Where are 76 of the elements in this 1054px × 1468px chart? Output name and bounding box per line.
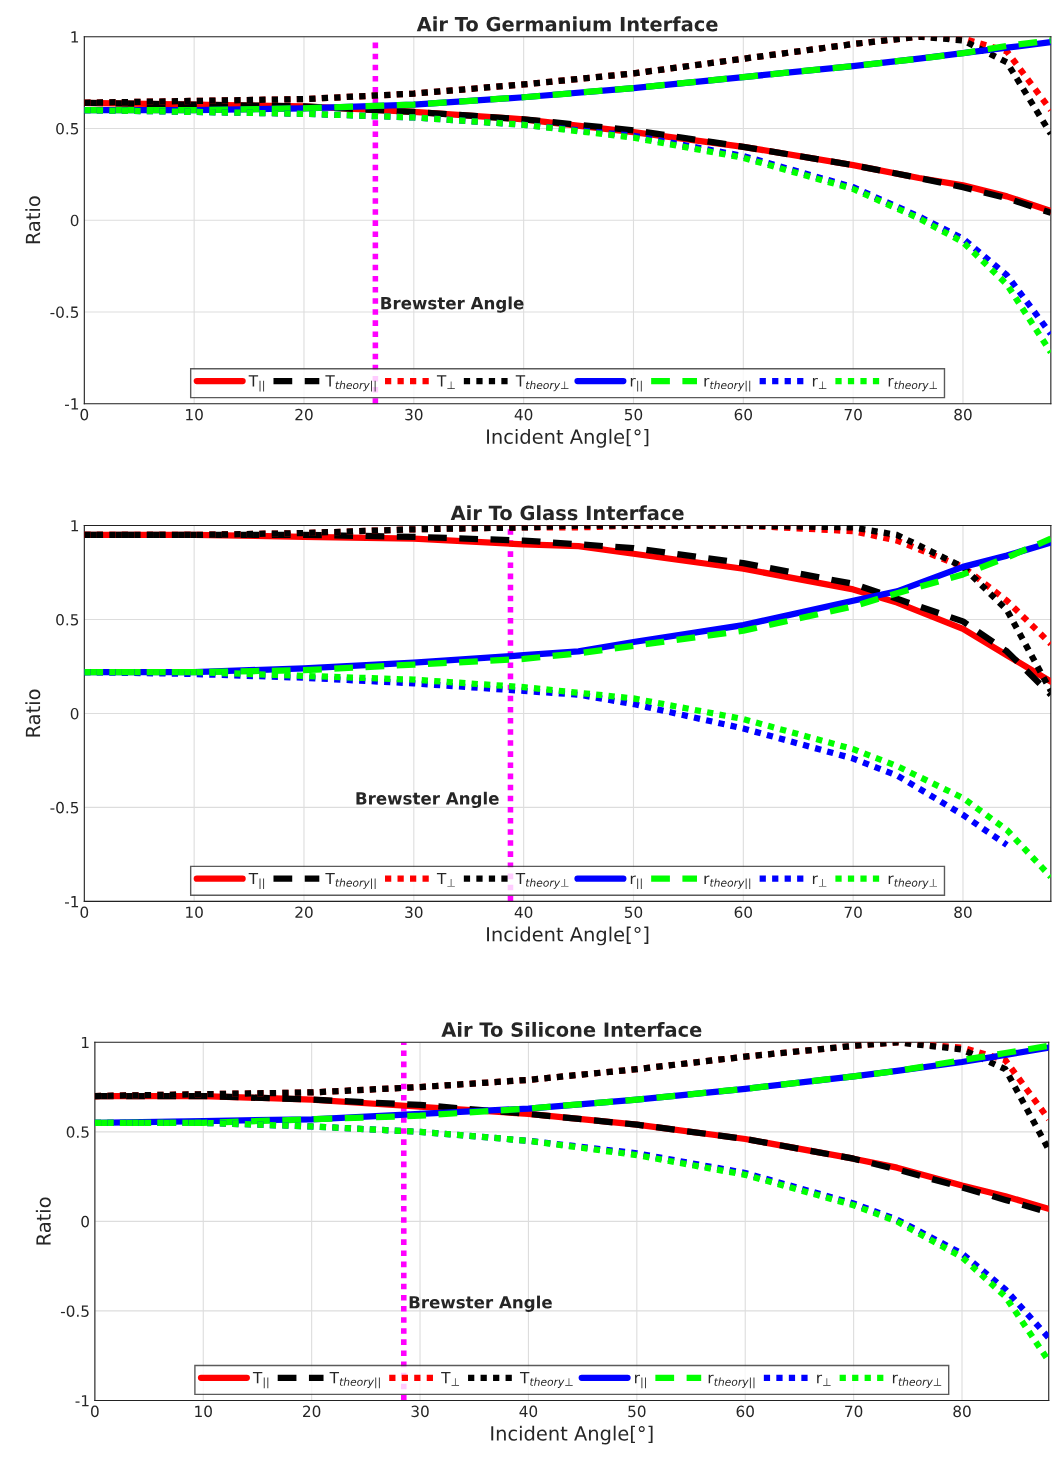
legend-label: T$_{theory⊥}$ [519,1372,573,1388]
ref-line-label: Brewster Angle [356,791,499,809]
y-axis-title: Ratio [35,1197,51,1245]
legend-label: T$_{theory⊥}$ [515,375,569,392]
x-tick-label: 30 [411,1405,429,1418]
y-tick-label: -0.5 [50,801,79,814]
y-tick-label: -1 [64,398,79,410]
legend-label: r$_{theory||}$ [704,875,751,890]
y-tick-label: 0 [70,707,79,720]
legend-label: r$_{theory⊥}$ [888,875,937,889]
ref-line-label: Brewster Angle [409,1295,552,1312]
x-tick-label: 10 [195,1405,212,1418]
y-tick-label: 0 [81,1215,89,1228]
x-tick-label: 60 [734,408,753,421]
x-tick-label: 40 [514,408,533,421]
x-tick-label: 30 [405,408,423,421]
legend-label: T$_{⊥}$ [441,1372,460,1386]
legend-label: r$_{⊥}$ [817,1374,831,1386]
chart-title: Air To Silicone Interface [441,1021,702,1037]
legend-label: T$_{theory||}$ [325,872,376,890]
legend-label: T$_{⊥}$ [436,375,455,389]
x-tick-label: 20 [295,906,313,919]
x-axis-title: Incident Angle[°] [491,1425,653,1445]
x-axis-title: Incident Angle[°] [487,428,649,448]
x-tick-label: 20 [295,408,313,421]
x-tick-label: 80 [953,1405,971,1418]
legend-label: r$_{theory||}$ [704,377,751,392]
x-tick-label: 40 [519,1405,538,1418]
y-tick-label: -0.5 [60,1305,89,1317]
legend-label: r$_{⊥}$ [812,875,827,887]
legend-label: T$_{||}$ [252,1372,269,1389]
x-tick-label: 70 [844,906,862,919]
legend-label: r$_{||}$ [635,1374,646,1389]
x-tick-label: 60 [736,1405,754,1418]
legend-label: r$_{theory||}$ [708,1374,755,1389]
x-tick-label: 10 [186,906,203,919]
x-axis-title: Incident Angle[°] [487,926,649,946]
legend-label: r$_{theory⊥}$ [892,1374,942,1388]
legend-label: T$_{⊥}$ [436,872,455,887]
chart-title: Air To Germanium Interface [416,16,718,32]
y-tick-label: 1 [81,1036,89,1049]
y-tick-label: 0 [70,214,79,227]
y-axis-title: Ratio [25,196,41,244]
chart-title: Air To Glass Interface [450,505,684,521]
legend-label: T$_{theory||}$ [329,1372,380,1389]
x-tick-label: 70 [845,1405,863,1418]
x-tick-label: 10 [186,408,203,421]
y-tick-label: 0.5 [66,1126,89,1138]
legend-label: r$_{⊥}$ [812,377,827,389]
x-tick-label: 20 [303,1405,321,1418]
x-tick-label: 40 [514,906,533,919]
y-tick-label: -1 [64,896,79,908]
legend-label: r$_{||}$ [630,377,642,392]
y-tick-label: 1 [71,31,79,43]
x-tick-label: 80 [954,408,972,421]
y-tick-label: -0.5 [50,306,79,318]
x-tick-label: 50 [624,906,643,919]
legend-label: T$_{theory||}$ [325,375,376,392]
legend-label: T$_{||}$ [248,375,265,392]
x-tick-label: 70 [844,408,862,421]
y-tick-label: -1 [75,1395,89,1407]
y-tick-label: 0.5 [56,613,79,626]
y-tick-label: 1 [71,520,79,532]
legend-label: r$_{||}$ [630,875,642,890]
ref-line-label: Brewster Angle [381,296,524,313]
y-axis-title: Ratio [25,689,41,737]
legend-label: T$_{||}$ [248,872,265,890]
legend-label: r$_{theory⊥}$ [888,377,937,392]
x-tick-label: 60 [734,906,753,919]
y-tick-label: 0.5 [56,122,79,135]
x-tick-label: 50 [624,408,643,421]
x-tick-label: 50 [628,1405,646,1418]
legend-label: T$_{theory⊥}$ [515,872,569,889]
x-tick-label: 30 [405,906,423,919]
x-tick-label: 80 [954,906,972,919]
x-tick-label: 0 [91,1405,99,1418]
